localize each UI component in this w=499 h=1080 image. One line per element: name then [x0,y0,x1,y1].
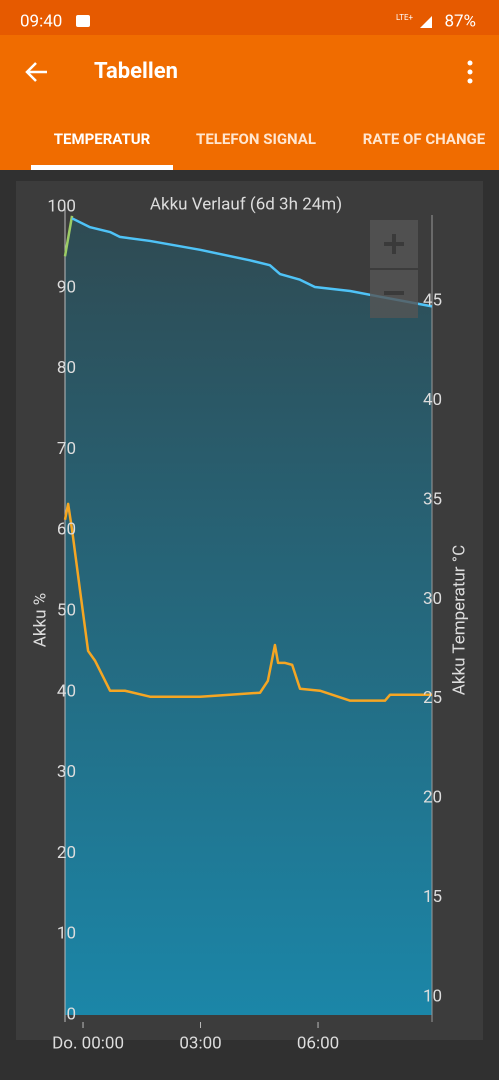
y2-tick-label: 20 [423,788,442,808]
y-tick-label: 50 [57,600,76,620]
y-axis-title: Akku % [30,593,50,647]
plot: 0 10 20 30 40 50 60 70 80 90 100 10 15 20 25 30 35 40 45 Do… [47,196,442,1053]
y-tick-label: 0 [66,1004,76,1024]
x-tick-label: Do. 00:00 [52,1033,124,1053]
series-line [63,502,432,702]
x-tick-label: 03:00 [179,1033,221,1053]
gallery-icon [76,15,90,27]
y-tick-label: 70 [57,439,76,459]
status-battery: 87% [444,11,476,31]
y-tick-label: 10 [57,924,76,944]
y-tick-label: 80 [57,358,76,378]
battery-area [65,215,432,1015]
tab[interactable]: TEMPERATUR [54,130,151,148]
tab[interactable]: TELEFON SIGNAL [196,130,316,148]
y2-tick-label: 25 [423,688,442,708]
chart-title: Akku Verlauf (6d 3h 24m) [150,194,342,214]
tab-indicator [31,165,173,170]
y2-tick-label: 35 [423,489,442,509]
app-bar [0,35,499,170]
y2-tick-label: 40 [423,390,442,410]
y-tick-label: 40 [57,681,76,701]
status-network: LTE+ [396,13,414,22]
series-line [71,217,433,308]
menu-button[interactable] [467,60,473,84]
y-tick-label: 90 [57,277,76,297]
status-time: 09:40 [20,11,62,31]
y-tick-label: 20 [57,843,76,863]
y2-tick-label: 45 [423,291,442,311]
y-tick-label: 60 [57,520,76,540]
zoom-controls [370,220,418,318]
x-tick-label: 06:00 [297,1033,339,1053]
series-line [63,215,74,257]
tab[interactable]: RATE OF CHANGE [363,130,486,148]
status-bar [0,0,499,35]
signal-icon [420,16,432,28]
y2-tick-label: 30 [423,589,442,609]
y2-axis-title: Akku Temperatur °C [449,545,469,695]
y2-tick-label: 10 [423,986,442,1006]
zoom-icons [384,234,404,295]
y-tick-label: 100 [47,196,76,216]
y2-tick-label: 15 [423,887,442,907]
y-tick-label: 30 [57,762,76,782]
back-button[interactable] [25,62,47,82]
app-title: Tabellen [94,59,178,84]
